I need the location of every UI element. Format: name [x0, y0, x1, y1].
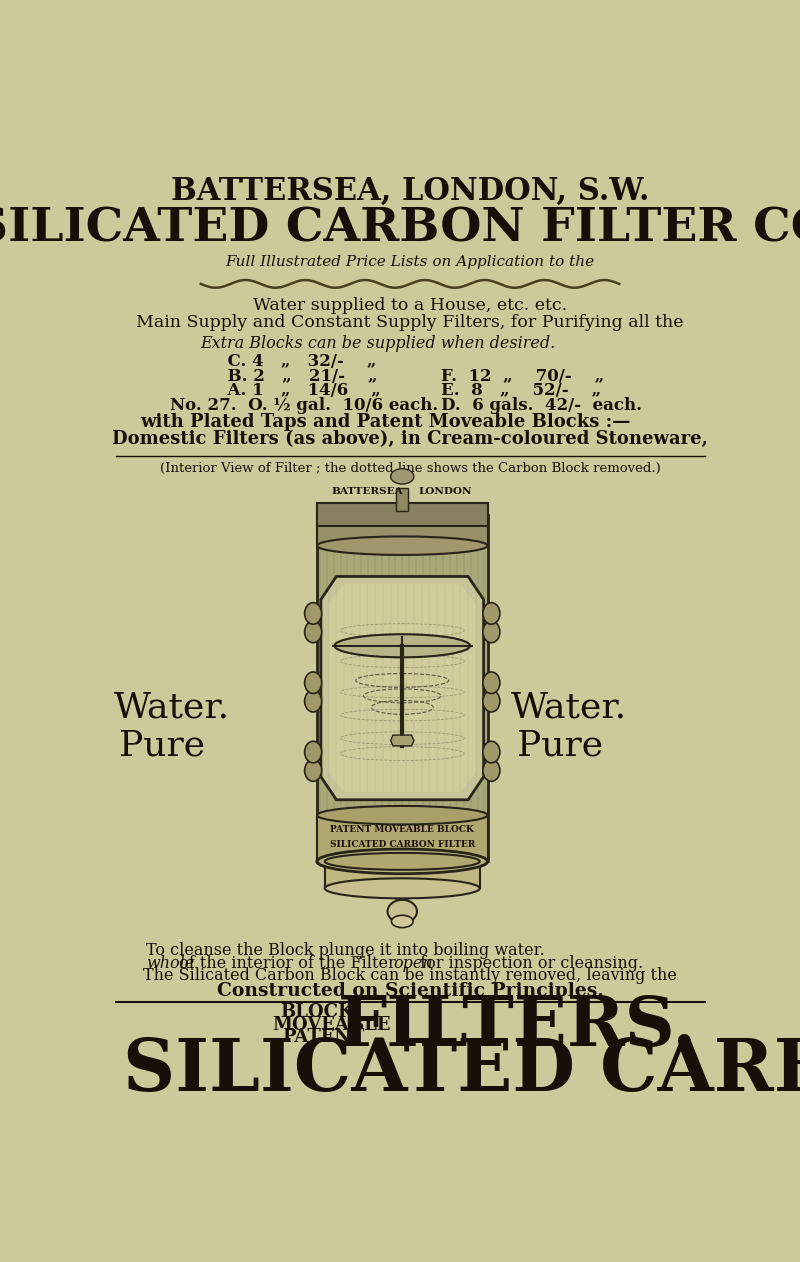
- Ellipse shape: [334, 635, 470, 658]
- Text: SILICATED CARBON: SILICATED CARBON: [123, 1035, 800, 1107]
- Text: Water.: Water.: [510, 690, 627, 724]
- Ellipse shape: [483, 621, 500, 642]
- Text: Water supplied to a House, etc. etc.: Water supplied to a House, etc. etc.: [253, 297, 567, 314]
- Text: open: open: [393, 954, 433, 972]
- Ellipse shape: [483, 603, 500, 625]
- Polygon shape: [329, 584, 476, 793]
- Text: PATENT MOVEABLE BLOCK: PATENT MOVEABLE BLOCK: [330, 824, 474, 833]
- Text: whole: whole: [146, 954, 194, 972]
- Text: SILICATED CARBON FILTER CO.: SILICATED CARBON FILTER CO.: [0, 206, 800, 251]
- Text: To cleanse the Block plunge it into boiling water.: To cleanse the Block plunge it into boil…: [146, 943, 546, 959]
- Polygon shape: [321, 577, 484, 800]
- Bar: [325, 862, 480, 888]
- Ellipse shape: [325, 878, 480, 899]
- Text: Main Supply and Constant Supply Filters, for Purifying all the: Main Supply and Constant Supply Filters,…: [136, 314, 684, 331]
- Text: Extra Blocks can be supplied when desired.: Extra Blocks can be supplied when desire…: [201, 336, 556, 352]
- Ellipse shape: [317, 849, 487, 873]
- Text: Full Illustrated Price Lists on Application to the: Full Illustrated Price Lists on Applicat…: [226, 255, 594, 269]
- Text: C. 4   „   32/-    „: C. 4 „ 32/- „: [170, 353, 376, 370]
- Text: Water.: Water.: [114, 690, 230, 724]
- Ellipse shape: [305, 690, 322, 712]
- Text: E.  8   „    52/-    „: E. 8 „ 52/- „: [441, 382, 601, 399]
- Bar: [396, 900, 409, 914]
- Ellipse shape: [317, 806, 487, 824]
- Text: SILICATED CARBON FILTER: SILICATED CARBON FILTER: [330, 840, 475, 849]
- Text: B. 2   „   21/-    „: B. 2 „ 21/- „: [170, 367, 378, 385]
- Text: A. 1   „   14/6    „: A. 1 „ 14/6 „: [170, 382, 381, 399]
- Text: No. 27.  O. ½ gal.  10/6 each.: No. 27. O. ½ gal. 10/6 each.: [170, 398, 438, 414]
- Text: Pure: Pure: [517, 729, 603, 764]
- Ellipse shape: [390, 468, 414, 485]
- Text: LONDON: LONDON: [418, 487, 472, 496]
- Text: with Plated Taps and Patent Moveable Blocks :—: with Plated Taps and Patent Moveable Blo…: [140, 414, 630, 432]
- Text: of the interior of the Filter: of the interior of the Filter: [174, 954, 402, 972]
- Ellipse shape: [305, 621, 322, 642]
- Ellipse shape: [483, 760, 500, 781]
- Ellipse shape: [305, 603, 322, 625]
- Text: FILTERS.: FILTERS.: [338, 993, 697, 1060]
- Text: PATENT: PATENT: [282, 1029, 364, 1046]
- Ellipse shape: [305, 760, 322, 781]
- Ellipse shape: [317, 536, 487, 555]
- Ellipse shape: [317, 504, 487, 526]
- Text: Domestic Filters (as above), in Cream-coloured Stoneware,: Domestic Filters (as above), in Cream-co…: [112, 430, 708, 448]
- Text: BLOCK: BLOCK: [280, 1003, 354, 1021]
- Polygon shape: [390, 734, 414, 746]
- Text: BATTERSEA: BATTERSEA: [331, 487, 403, 496]
- Text: The Silicated Carbon Block can be instantly removed, leaving the: The Silicated Carbon Block can be instan…: [143, 967, 677, 984]
- Text: for inspection or cleansing.: for inspection or cleansing.: [415, 954, 643, 972]
- Bar: [317, 515, 487, 545]
- Text: MOVEABLE: MOVEABLE: [272, 1016, 390, 1034]
- Ellipse shape: [483, 741, 500, 762]
- Bar: [317, 815, 487, 862]
- Ellipse shape: [305, 671, 322, 694]
- Ellipse shape: [483, 671, 500, 694]
- Text: D.  6 gals.  42/-  each.: D. 6 gals. 42/- each.: [441, 398, 642, 414]
- Text: Pure: Pure: [119, 729, 206, 764]
- Ellipse shape: [387, 900, 417, 923]
- Ellipse shape: [325, 853, 480, 870]
- Ellipse shape: [317, 849, 487, 873]
- Bar: [317, 504, 487, 526]
- Text: F.  12  „    70/-    „: F. 12 „ 70/- „: [441, 367, 604, 385]
- Text: Constructed on Scientific Principles.: Constructed on Scientific Principles.: [217, 982, 603, 1000]
- Ellipse shape: [391, 915, 413, 928]
- Text: BATTERSEA, LONDON, S.W.: BATTERSEA, LONDON, S.W.: [170, 175, 650, 207]
- Bar: [317, 515, 487, 862]
- Ellipse shape: [483, 690, 500, 712]
- Bar: [396, 488, 409, 511]
- Text: (Interior View of Filter ; the dotted line shows the Carbon Block removed.): (Interior View of Filter ; the dotted li…: [160, 462, 660, 476]
- Ellipse shape: [305, 741, 322, 762]
